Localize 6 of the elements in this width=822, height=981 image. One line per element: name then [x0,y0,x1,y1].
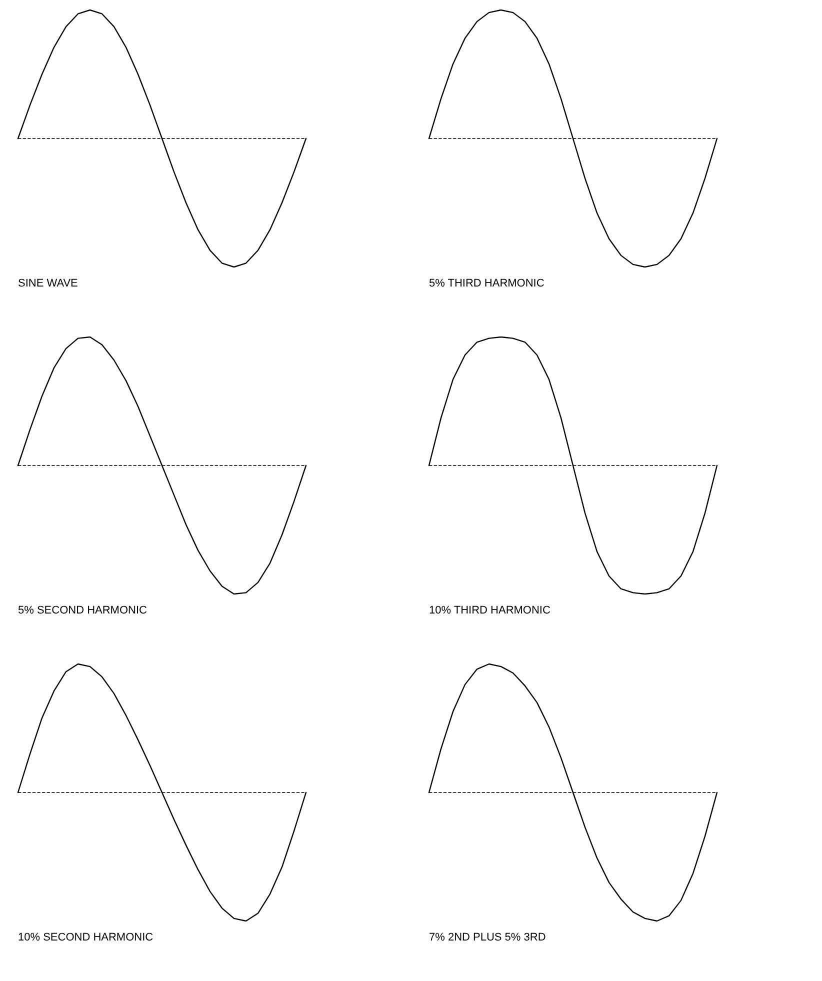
text: 5% THIRD HARMONIC [429,278,544,290]
text: 5% SECOND HARMONIC [18,604,148,616]
text: SINE WAVE [18,278,78,290]
text: 10% THIRD HARMONIC [429,604,550,616]
text: 10% SECOND HARMONIC [18,932,154,944]
text: 7% 2ND PLUS 5% 3RD [429,932,546,944]
